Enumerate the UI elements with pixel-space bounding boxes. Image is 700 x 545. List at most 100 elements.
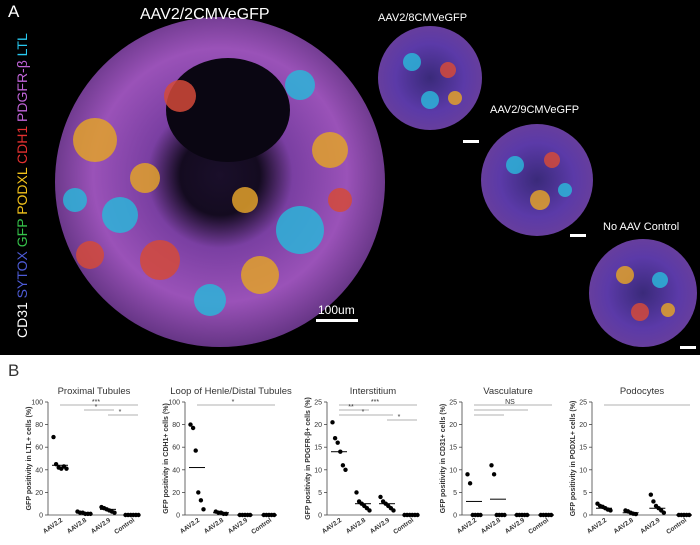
data-point: [112, 510, 117, 515]
x-tick-label: AAV2.9: [639, 517, 662, 536]
stain-label: GFP: [14, 219, 30, 251]
chart-1: Loop of Henle/Distal Tubules 0 20 40 60 80 100…: [163, 386, 292, 536]
x-tick-label: Control: [113, 517, 136, 536]
aav29-structures: [506, 152, 572, 210]
y-tick-label: 5: [583, 490, 587, 497]
x-tick-label: AAV2.2: [456, 517, 479, 536]
x-tick-label: AAV2.8: [480, 517, 503, 536]
y-tick-label: 15: [579, 445, 587, 452]
y-axis-label: GFP positivity in CD31+ cells (%): [440, 404, 447, 513]
y-tick-label: 15: [449, 445, 457, 452]
x-tick-label: AAV2.9: [504, 517, 527, 536]
x-tick-label: AAV2.9: [90, 517, 113, 536]
x-tick-label: AAV2.8: [613, 517, 636, 536]
data-point: [608, 508, 613, 513]
scale-bar-aav29: [570, 234, 586, 237]
inset-label-aav28: AAV2/8CMVeGFP: [378, 12, 468, 24]
y-tick-label: 40: [35, 467, 43, 474]
aav28-structures: [403, 53, 462, 109]
y-tick-label: 10: [449, 467, 457, 474]
x-tick-label: AAV2.2: [179, 517, 202, 536]
significance-label: **: [348, 404, 354, 411]
x-tick-label: AAV2.8: [66, 517, 89, 536]
data-point: [378, 494, 383, 500]
data-point: [190, 425, 196, 431]
y-tick-label: 20: [172, 490, 180, 497]
significance-label: *: [232, 399, 235, 406]
significance-label: ***: [371, 399, 379, 406]
y-tick-label: 5: [453, 490, 457, 497]
y-tick-label: 100: [168, 400, 180, 407]
y-tick-label: 5: [318, 490, 322, 497]
y-tick-label: 0: [39, 513, 43, 520]
y-axis-label: GFP positivity in PODXL+ cells (%): [570, 401, 577, 517]
data-point: [201, 507, 206, 512]
data-point: [391, 508, 396, 513]
chart-title: Loop of Henle/Distal Tubules: [170, 386, 292, 397]
significance-label: *: [95, 404, 98, 411]
significance-label: *: [119, 409, 122, 416]
x-tick-label: Control: [250, 517, 273, 536]
data-point: [491, 472, 497, 477]
significance-label: *: [362, 409, 365, 416]
stain-label: SYTOX: [14, 250, 30, 302]
y-tick-label: 0: [583, 513, 587, 520]
chart-title: Vasculature: [483, 386, 532, 397]
stain-label: PODXL: [14, 167, 30, 219]
x-tick-label: AAV2.8: [345, 517, 368, 536]
data-point: [651, 499, 656, 504]
data-point: [661, 510, 667, 515]
x-tick-label: Control: [392, 517, 415, 536]
significance-label: *: [398, 414, 401, 421]
y-tick-label: 0: [453, 513, 457, 520]
scale-bar-aav28: [463, 140, 479, 143]
data-point: [196, 490, 201, 495]
x-tick-label: AAV2.2: [321, 517, 344, 536]
control-structures: [616, 266, 675, 321]
data-point: [367, 508, 372, 513]
chart-title: Podocytes: [620, 386, 665, 397]
stain-label: CDH1: [14, 126, 30, 168]
stain-label: CD31: [14, 302, 30, 338]
data-point: [648, 492, 654, 497]
data-point: [188, 422, 193, 427]
data-point: [332, 435, 338, 441]
y-tick-label: 60: [172, 445, 180, 452]
data-point: [354, 490, 359, 495]
main-image-label: AAV2/2CMVeGFP: [140, 6, 270, 23]
significance-label: NS: [505, 399, 515, 406]
y-tick-label: 25: [314, 400, 322, 407]
x-tick-label: AAV2.2: [586, 517, 609, 536]
organoid-lumen: [166, 58, 290, 162]
y-tick-label: 15: [314, 445, 322, 452]
y-tick-label: 80: [35, 422, 43, 429]
y-tick-label: 20: [579, 422, 587, 429]
y-tick-label: 0: [318, 513, 322, 520]
data-point: [467, 481, 473, 486]
y-tick-label: 100: [31, 400, 43, 407]
stain-legend: CD31 SYTOX GFP PODXL CDH1 PDGFR-β LTL: [14, 33, 30, 338]
x-tick-label: AAV2.9: [227, 517, 250, 536]
y-tick-label: 10: [314, 467, 322, 474]
inset-label-aav29: AAV2/9CMVeGFP: [490, 104, 580, 116]
x-tick-label: AAV2.9: [369, 517, 392, 536]
quantification-panel: B Proximal Tubules 0 20 40 60 80 100 GFP positi…: [0, 355, 700, 545]
stain-label-group: CD31 SYTOX GFP PODXL CDH1 PDGFR-β LTL: [14, 33, 30, 338]
data-point: [64, 466, 69, 471]
chart-title: Interstitium: [350, 386, 397, 397]
scale-bar-main: [316, 319, 358, 322]
y-axis-label: GFP positivity in CDH1+ cells (%): [163, 403, 170, 514]
microscopy-panel: A AAV2/2CMVeGFP AAV2/8CMVeGFP AAV2/9CMVe…: [0, 0, 700, 355]
panel-b-label: B: [8, 361, 20, 380]
stain-label: LTL: [14, 33, 30, 60]
x-tick-label: AAV2.2: [42, 517, 65, 536]
data-point: [478, 512, 483, 518]
scale-bar-label: 100um: [318, 303, 355, 317]
x-tick-label: AAV2.8: [203, 517, 226, 536]
organoid-tubule-structures: [63, 70, 352, 316]
y-tick-label: 40: [172, 467, 180, 474]
stain-label: PDGFR-β: [14, 60, 30, 126]
